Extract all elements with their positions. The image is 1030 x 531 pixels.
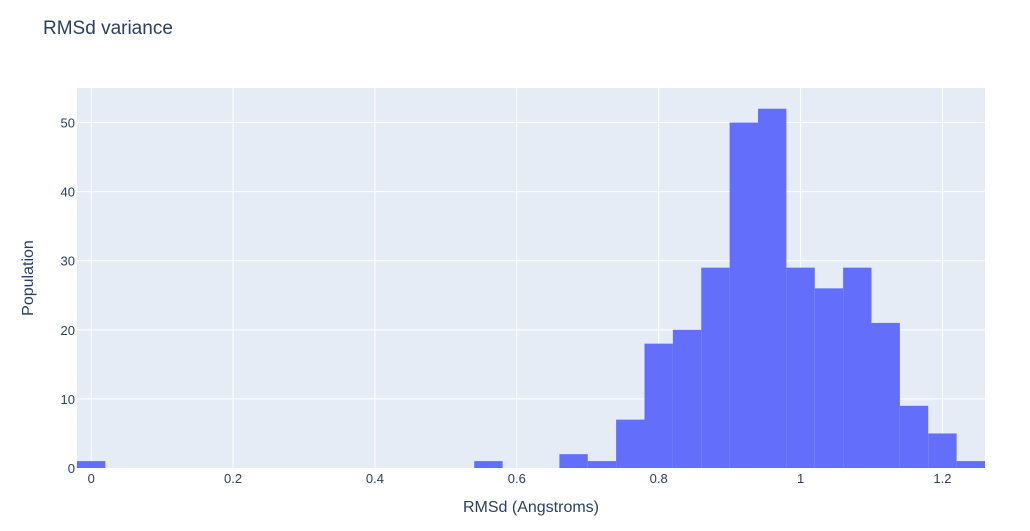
x-tick-label: 1.2 [933, 471, 951, 486]
y-tick-label: 0 [68, 461, 75, 476]
histogram-bar [77, 461, 106, 468]
y-axis-label: Population [20, 240, 37, 316]
histogram-bar [474, 461, 503, 468]
histogram-bars [77, 108, 985, 469]
y-tick-label: 30 [61, 254, 75, 269]
histogram-bar [786, 267, 815, 468]
histogram-bar [928, 433, 957, 468]
histogram-bar [701, 267, 730, 468]
x-tick-label: 0 [88, 471, 95, 486]
x-axis-label: RMSd (Angstroms) [463, 499, 599, 516]
histogram-bar [899, 405, 929, 468]
histogram-bar [729, 122, 758, 468]
histogram-bar [644, 343, 673, 468]
y-tick-label: 50 [61, 116, 75, 131]
y-axis-ticks: 0 10 20 30 40 50 [61, 116, 75, 476]
y-tick-label: 20 [61, 323, 75, 338]
histogram-bar [871, 322, 900, 468]
histogram-bar [956, 461, 985, 468]
y-tick-label: 10 [61, 392, 75, 407]
x-tick-label: 0.4 [366, 471, 384, 486]
histogram-bar [616, 419, 645, 468]
x-tick-label: 1 [797, 471, 804, 486]
x-axis-ticks: 0 0.2 0.4 0.6 0.8 1 1.2 [88, 471, 952, 486]
histogram-bar [814, 288, 844, 468]
histogram-bar [843, 267, 872, 468]
histogram-bar [758, 108, 787, 469]
histogram-bar [587, 461, 617, 468]
histogram-bar [672, 329, 702, 468]
histogram-bar [559, 454, 588, 468]
chart-title: RMSd variance [43, 18, 173, 39]
y-tick-label: 40 [61, 185, 75, 200]
x-tick-label: 0.8 [650, 471, 668, 486]
x-tick-label: 0.6 [508, 471, 526, 486]
x-tick-label: 0.2 [224, 471, 242, 486]
